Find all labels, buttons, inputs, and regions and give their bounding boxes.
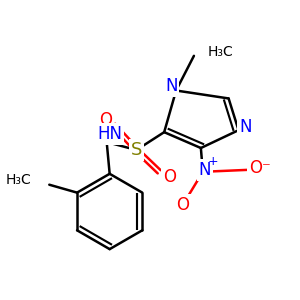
Text: N: N xyxy=(165,76,177,94)
Text: +: + xyxy=(208,155,218,168)
Text: N: N xyxy=(199,161,211,179)
Text: O: O xyxy=(99,111,112,129)
Text: O⁻: O⁻ xyxy=(250,159,271,177)
Text: O: O xyxy=(163,168,176,186)
Text: O: O xyxy=(176,196,190,214)
Text: HN: HN xyxy=(97,125,122,143)
Text: S: S xyxy=(131,141,142,159)
Text: H₃C: H₃C xyxy=(6,173,31,187)
Text: H₃C: H₃C xyxy=(208,45,234,59)
Text: N: N xyxy=(239,118,252,136)
